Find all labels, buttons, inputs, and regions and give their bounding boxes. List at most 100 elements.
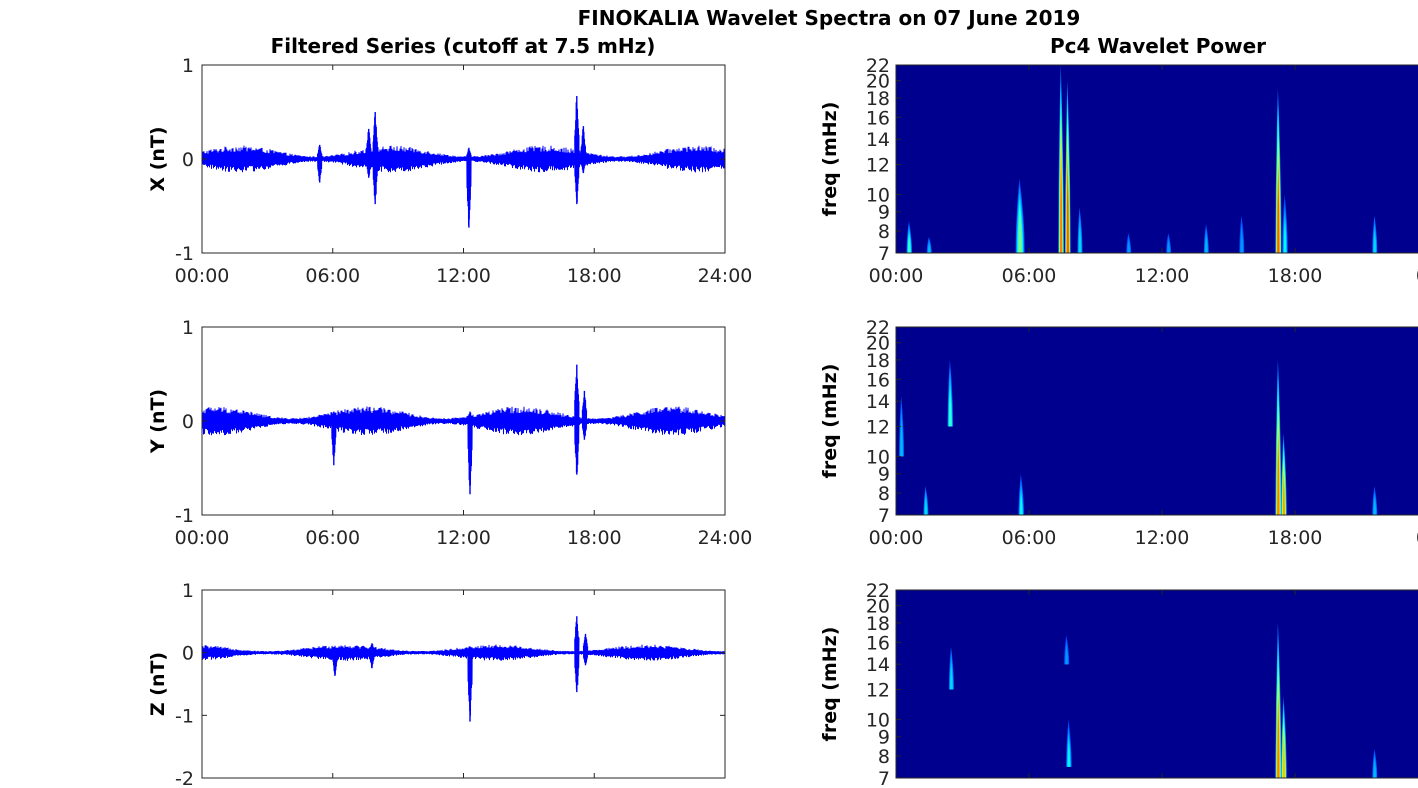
wavelet-panel-1-plot-area [896,65,1418,253]
wavelet-panel-1-blob-level [1373,230,1376,253]
series-panel-3-ytick-label: 0 [182,643,194,665]
wavelet-panel-3-ytick-label: 8 [878,746,890,768]
series-panel-3-ytick-label: -2 [175,768,194,788]
wavelet-panel-2-power-blob-5 [1275,359,1282,515]
wavelet-panel-2-blob-level [1277,431,1280,515]
wavelet-panel-2-power-blob-6 [1281,433,1287,515]
wavelet-panel-3-blob-level [1067,741,1070,767]
wavelet-panel-2-ytick-label: 10 [866,446,890,468]
series-panel-2-ytick-label: 0 [182,411,194,433]
wavelet-panel-1-blob-level [1078,225,1082,253]
wavelet-panel-1-ytick-label: 16 [866,107,890,129]
wavelet-panel-2-ytick-label: 16 [866,369,890,391]
series-panel-2-xtick-label: 12:00 [436,527,491,549]
wavelet-panel-1-ytick-label: 8 [878,221,890,243]
wavelet-panel-1-xtick-label: 18:00 [1268,265,1323,287]
series-panel-3-event-4 [574,616,580,693]
series-panel-1-xtick-label: 06:00 [305,265,360,287]
series-panel-1-xtick-label: 24:00 [698,265,753,287]
wavelet-panel-1-ytick-label: 7 [878,243,890,265]
wavelet-panel-2-ytick-label: 9 [878,464,890,486]
series-panel-1-trace [201,145,726,173]
series-panel-3-plot-area [202,590,725,778]
wavelet-panel-2-blob-level [949,390,952,427]
wavelet-panel-3-blob-level [1373,760,1376,778]
wavelet-panel-2-ylabel: freq (mHz) [819,364,841,479]
wavelet-panel-1-blob-level [1277,164,1280,253]
wavelet-panel-1-power-blob-13 [1372,215,1378,253]
wavelet-panel-2-blob-level [924,497,928,515]
wavelet-panel-1-power-blob-9 [1203,224,1209,253]
wavelet-panel-1-ytick-label: 9 [878,202,890,224]
wavelet-panel-2-xtick-label: 06:00 [1002,527,1057,549]
wavelet-panel-2-blob-level [1373,497,1376,515]
wavelet-panel-1-power-blob-7 [1126,233,1132,253]
series-panel-3-trace [201,644,726,661]
wavelet-panel-1-power-blob-12 [1282,194,1288,253]
wavelet-panel-1-ytick-label: 12 [866,155,890,177]
wavelet-panel-3-blob-level [950,663,953,690]
series-panel-2-ylabel: Y (nT) [147,389,169,454]
series-panel-1-event-2 [366,128,372,178]
wavelet-panel-3-ytick-label: 16 [866,632,890,654]
series-panel-2-ytick-label: -1 [175,505,194,527]
wavelet-panel-1-power-blob-8 [1166,233,1172,253]
wavelet-panel-3-blob-level [1065,646,1068,665]
wavelet-panel-1-blob-level [1127,241,1130,253]
wavelet-panel-3-ytick-label: 10 [866,709,890,731]
wavelet-panel-1-xtick-label: 00:00 [869,265,924,287]
series-panel-1-ytick-label: -1 [175,243,194,265]
series-panel-3-event-3 [467,646,473,722]
wavelet-panel-1-ytick-label: 18 [866,88,890,110]
wavelet-panel-2-power-blob-7 [1372,486,1378,515]
series-panel-1-event-5 [574,96,580,205]
wavelet-panel-1-power-blob-2 [926,236,932,253]
series-panel-3-ytick-label: 1 [182,580,194,602]
series-panel-2-event-4 [581,390,588,440]
series-panel-2-xtick-label: 24:00 [698,527,753,549]
wavelet-panel-1-blob-level [1205,235,1208,253]
series-panel-1-event-4 [466,147,472,228]
wavelet-panel-1-blob-level [1240,230,1243,253]
series-panel-1-ytick-label: 0 [182,149,194,171]
wavelet-panel-1-ylabel: freq (mHz) [819,102,841,217]
series-panel-1: -1 0 1 00:00 06:00 12:00 18:00 24:00 X (nT) [147,55,752,287]
wavelet-panel-2-blob-level [1282,470,1285,515]
wavelet-panel-1-blob-level [928,243,931,253]
series-panel-1-xtick-label: 18:00 [567,265,622,287]
wavelet-panel-2-power-blob-1 [899,396,904,457]
wavelet-panel-2-ytick-label: 20 [866,333,890,355]
series-panel-2-event-3 [574,364,580,475]
series-panel-2-xtick-label: 00:00 [175,527,230,549]
wavelet-panel-3-ytick-label: 20 [866,596,890,618]
series-panel-2-ytick-label: 1 [182,317,194,339]
wavelet-panel-1-ytick-label: 14 [866,129,890,151]
wavelet-panel-1-ytick-label: 20 [866,71,890,93]
wavelet-panel-2-power-blob-3 [947,359,954,427]
wavelet-panel-3-ytick-label: 14 [866,654,890,676]
series-panel-1-ylabel: X (nT) [147,126,169,191]
wavelet-panel-1-power-blob-10 [1239,215,1245,253]
series-panel-1-event-6 [580,126,586,174]
series-panel-1-xtick-label: 12:00 [436,265,491,287]
wavelet-panel-3-blob-level [1277,694,1280,778]
wavelet-panel-2-ytick-label: 8 [878,483,890,505]
series-panel-3-event-2 [369,643,375,669]
wavelet-panel-2-blob-level [900,420,903,457]
wavelet-panel-2-ytick-label: 7 [878,505,890,527]
wavelet-panel-1-blob-level [908,235,911,253]
wavelet-panel-1-blob-level [1060,151,1063,253]
wavelet-panel-2-xtick-label: 00 [1416,527,1418,549]
wavelet-panel-1-xtick-label: 12:00 [1135,265,1190,287]
wavelet-panel-3-power-blob-1 [948,646,954,690]
wavelet-panel-1-power-blob-5 [1065,80,1071,254]
series-panel-1-xtick-label: 00:00 [175,265,230,287]
series-panel-1-event-1 [317,144,323,183]
series-panel-2-event-2 [467,411,473,495]
wavelet-panel-2-xtick-label: 00:00 [869,527,924,549]
series-panel-3: -2 -1 0 1 Z (nT) [147,580,726,788]
